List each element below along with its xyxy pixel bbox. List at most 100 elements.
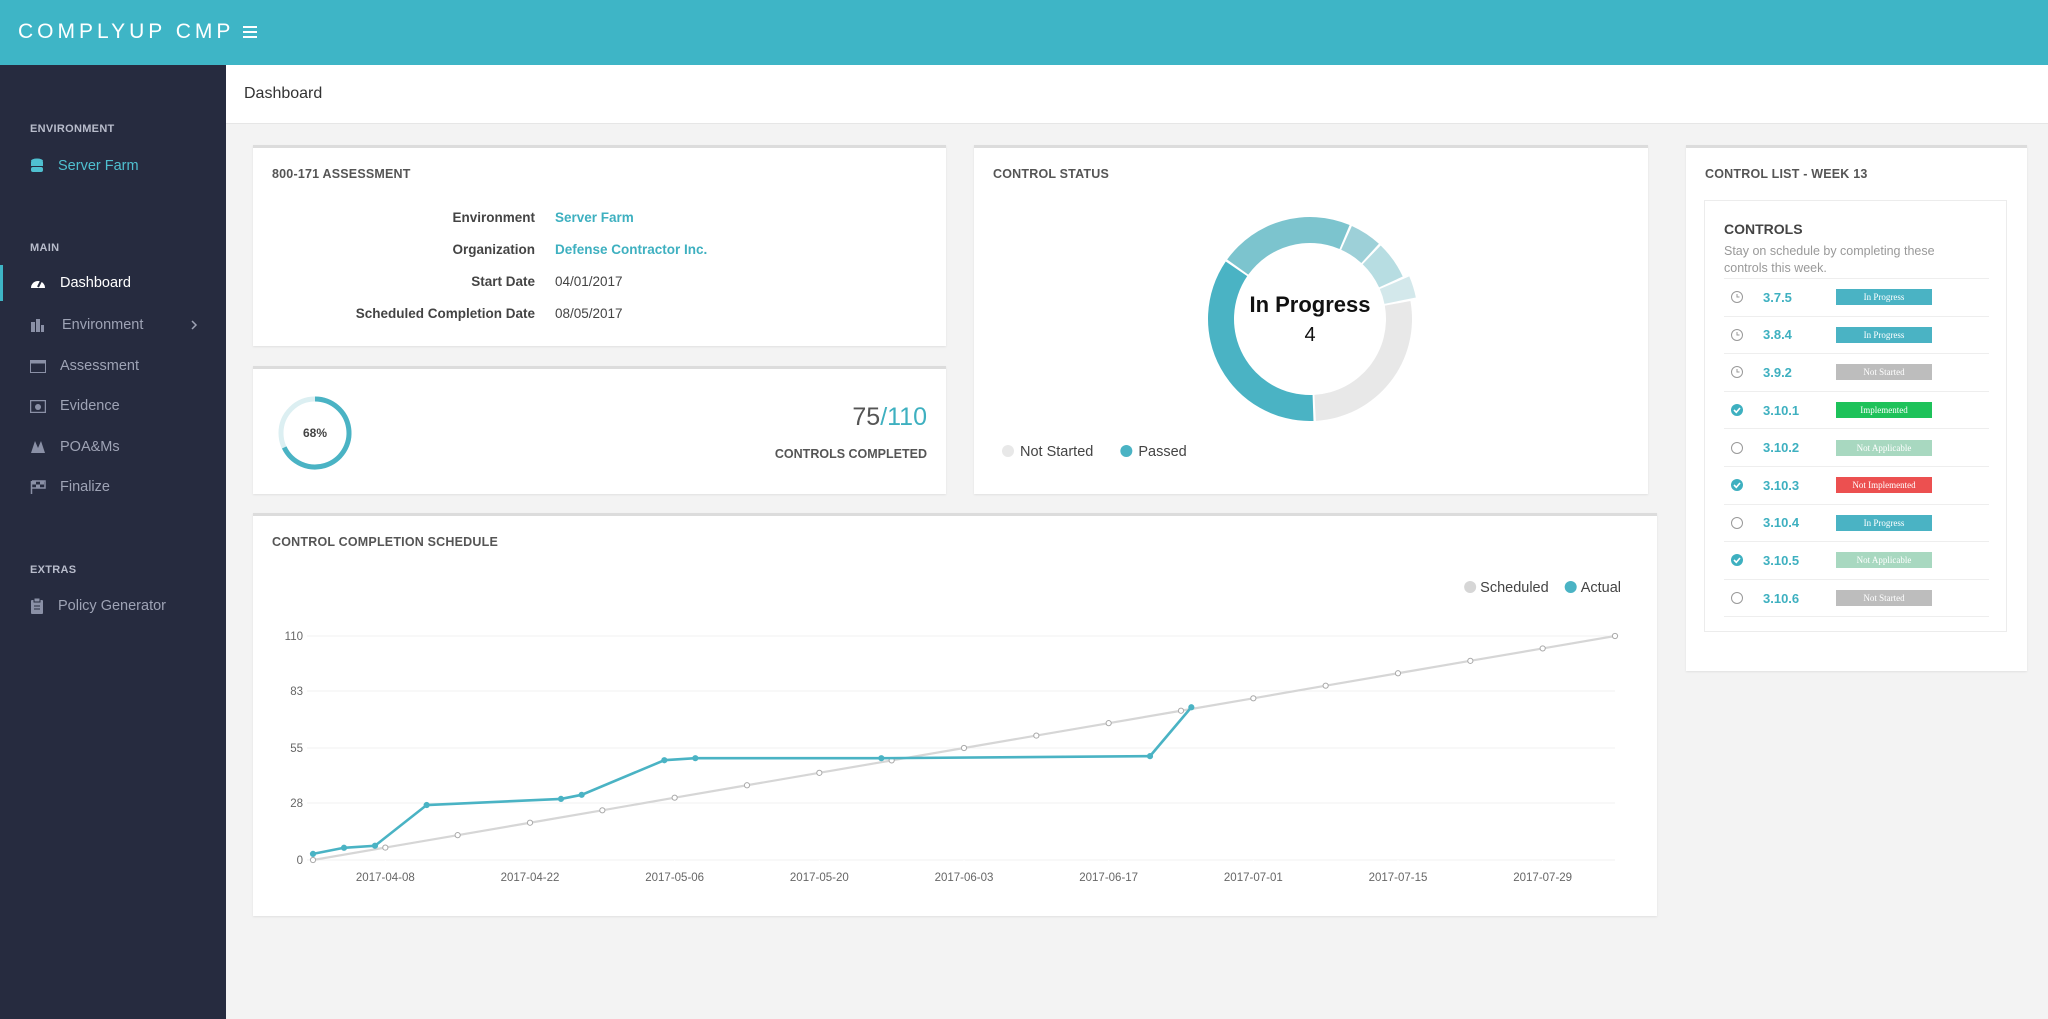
controls-panel: CONTROLS Stay on schedule by completing … — [1704, 200, 2007, 632]
series-line — [312, 706, 1193, 856]
series-point — [1467, 657, 1474, 664]
icon-hands — [1736, 331, 1740, 336]
status-icon — [1731, 441, 1743, 454]
status-icon — [1731, 291, 1743, 304]
center-label: In Progress — [1249, 292, 1370, 317]
legend-label: Actual — [1581, 580, 1621, 596]
icon-check — [1733, 482, 1741, 489]
series-point — [1250, 695, 1257, 702]
series-point — [309, 850, 317, 857]
x-tick-label: 2017-05-06 — [645, 872, 704, 884]
donut-segment — [1314, 301, 1412, 421]
field-value[interactable]: Server Farm — [555, 210, 634, 225]
nav-label: Dashboard — [60, 275, 131, 291]
series-point — [1033, 732, 1040, 739]
icon-circle — [1731, 404, 1743, 417]
field-value[interactable]: Defense Contractor Inc. — [555, 242, 708, 257]
x-tick-label: 2017-04-22 — [501, 872, 560, 884]
top-bar: COMPLYUP CMP — [0, 0, 2048, 65]
nav-item[interactable]: Policy Generator — [0, 588, 226, 624]
control-id[interactable]: 3.9.2 — [1763, 364, 1792, 380]
nav-item[interactable]: Finalize — [0, 469, 226, 505]
control-id[interactable]: 3.10.5 — [1763, 552, 1800, 568]
nav-item[interactable]: Assessment — [0, 348, 226, 384]
field-label: Scheduled Completion Date — [355, 306, 535, 321]
field-label: Organization — [452, 242, 535, 257]
icon-hands — [1736, 294, 1740, 298]
chevron — [191, 320, 198, 330]
control-id[interactable]: 3.10.2 — [1763, 440, 1800, 456]
completion-label: CONTROLS COMPLETED — [774, 447, 927, 461]
control-row: 3.10.2 Not Applicable — [1724, 429, 1989, 467]
series-point — [1394, 670, 1402, 677]
line-chart: 0 28 55 83 110 2017-04-08 2017-04-22 2017-05-06… — [285, 580, 1621, 884]
icon-circle — [1731, 291, 1743, 304]
control-row: 3.10.3 Not Implemented — [1724, 467, 1989, 505]
series-point — [371, 842, 379, 849]
series-point — [382, 844, 389, 851]
control-row: 3.10.6 Not Started — [1724, 580, 1989, 618]
panel-title: CONTROLS — [1724, 221, 1803, 237]
brand[interactable]: COMPLYUP CMP — [18, 20, 235, 43]
control-row: 3.10.4 In Progress — [1724, 505, 1989, 543]
series-point — [878, 755, 885, 762]
control-id[interactable]: 3.7.5 — [1763, 289, 1792, 305]
x-tick-label: 2017-07-29 — [1513, 872, 1572, 884]
series-point — [1105, 720, 1112, 727]
assessment-card: 800-171 ASSESSMENT Environment Server Fa… — [253, 145, 946, 346]
completion-card: 68% 75/110 CONTROLS COMPLETED — [253, 366, 946, 494]
series-point — [309, 856, 317, 864]
donut-chart: In Progress 4 Not Started Passed — [1002, 216, 1416, 460]
y-tick-label: 110 — [285, 631, 303, 643]
donut-segment — [1227, 216, 1350, 275]
legend-swatch — [1120, 445, 1133, 457]
legend-swatch — [1464, 581, 1477, 593]
menu-toggle[interactable] — [243, 26, 257, 38]
status-icon — [1731, 404, 1743, 417]
legend-swatch — [1002, 445, 1014, 457]
control-id[interactable]: 3.10.4 — [1763, 515, 1800, 531]
center-value: 4 — [1304, 324, 1315, 346]
status-badge: Not Applicable — [1836, 552, 1932, 569]
donut-segment — [1379, 276, 1416, 304]
nav-item[interactable]: Server Farm — [0, 148, 226, 184]
nav-item[interactable]: Environment — [0, 307, 226, 343]
controls-rows: 3.7.5 In Progress 3.8.4 In Progress 3.9.2 Not… — [1724, 278, 1989, 618]
legend-label: Passed — [1138, 444, 1186, 460]
y-tick-label: 55 — [290, 743, 303, 755]
control-status-card: CONTROL STATUS In Progress 4 Not Started Pa… — [974, 145, 1648, 494]
nav-item[interactable]: POA&Ms — [0, 429, 226, 465]
control-row: 3.10.5 Not Applicable — [1724, 542, 1989, 580]
status-icon — [1731, 479, 1743, 492]
series-point — [599, 807, 606, 814]
status-badge: Not Started — [1836, 590, 1932, 607]
field-label: Start Date — [471, 274, 535, 289]
series-point — [578, 791, 585, 798]
x-tick-label: 2017-07-15 — [1369, 872, 1428, 884]
series-point — [1146, 753, 1154, 760]
sidebar: ENVIRONMENT Server Farm MAIN Dashboard E… — [0, 65, 226, 1019]
nav-item[interactable]: Dashboard — [0, 265, 226, 301]
section-title: MAIN — [30, 242, 60, 254]
status-icon — [1731, 516, 1743, 529]
control-id[interactable]: 3.10.3 — [1763, 477, 1800, 493]
icon-check — [1733, 557, 1741, 564]
status-badge: In Progress — [1836, 289, 1932, 306]
nav-label: Finalize — [60, 479, 110, 495]
control-id[interactable]: 3.10.6 — [1763, 590, 1800, 606]
card-title: 800-171 ASSESSMENT — [272, 167, 411, 181]
y-tick-label: 28 — [290, 798, 303, 810]
donut-segment — [1208, 261, 1314, 421]
control-id[interactable]: 3.10.1 — [1763, 402, 1800, 418]
icon-circle — [1731, 479, 1743, 492]
total: /110 — [880, 403, 927, 431]
control-list-card: CONTROL LIST - WEEK 13 CONTROLS Stay on … — [1686, 145, 2027, 671]
status-icon — [1731, 328, 1743, 341]
nav-item[interactable]: Evidence — [0, 388, 226, 424]
icon-circle — [1731, 592, 1743, 605]
completion-count: 75/110 — [852, 403, 927, 432]
control-id[interactable]: 3.8.4 — [1763, 327, 1792, 343]
series-point — [671, 794, 678, 801]
series-point — [454, 832, 461, 839]
control-row: 3.8.4 In Progress — [1724, 317, 1989, 355]
